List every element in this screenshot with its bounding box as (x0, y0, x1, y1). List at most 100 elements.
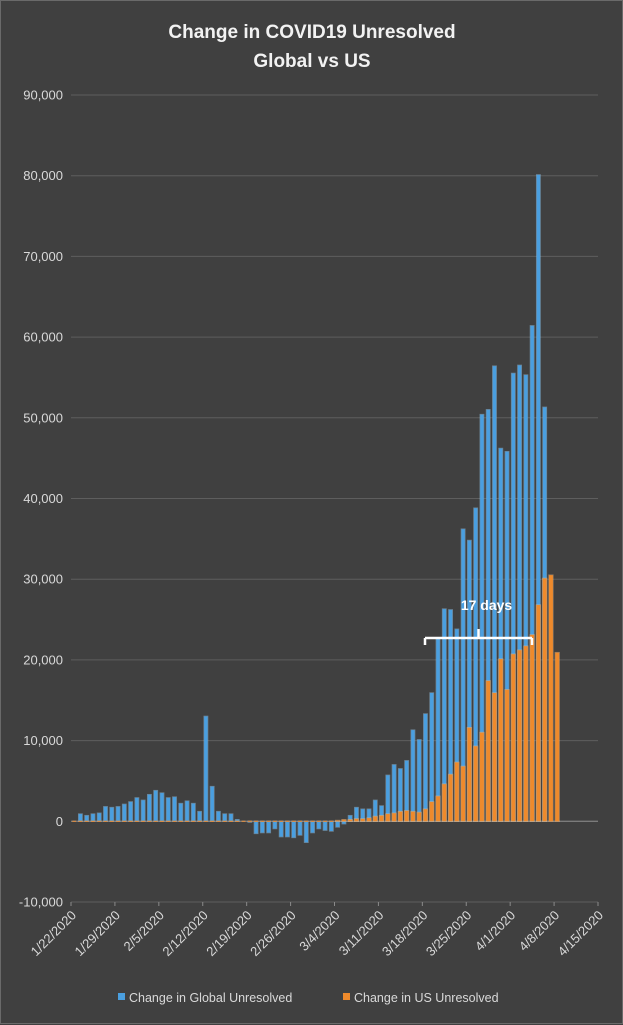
bar (511, 373, 516, 822)
x-tick-label: 3/18/2020 (379, 908, 431, 960)
x-tick-label: 4/1/2020 (472, 908, 518, 954)
y-tick-label: 70,000 (23, 249, 63, 264)
bar (461, 766, 466, 822)
bar (329, 821, 334, 831)
bar (549, 575, 553, 822)
bar (473, 508, 478, 822)
bar (335, 820, 340, 822)
bar (492, 692, 497, 822)
bar (335, 821, 340, 827)
bar (461, 529, 465, 822)
y-tick-label: 10,000 (23, 733, 63, 748)
bar (191, 803, 196, 822)
global-series (72, 174, 548, 843)
bar (348, 819, 353, 822)
bar (417, 812, 422, 822)
bar (91, 820, 95, 822)
bar (134, 820, 139, 822)
bar (304, 820, 309, 822)
bar (147, 794, 152, 822)
bar (530, 325, 534, 822)
bar (486, 680, 491, 822)
bar (517, 365, 522, 822)
bar (291, 820, 296, 822)
bar (72, 820, 77, 822)
bar (97, 813, 101, 822)
bar (204, 716, 208, 822)
bar (128, 820, 133, 822)
bar (361, 809, 365, 822)
bar (166, 797, 170, 822)
bar (197, 811, 202, 822)
bar (542, 578, 547, 822)
y-tick-label: 40,000 (23, 491, 63, 506)
bar (417, 739, 421, 822)
bar (229, 820, 233, 822)
bar (279, 821, 283, 837)
bar (310, 821, 315, 833)
bar (455, 629, 459, 822)
bar (179, 803, 183, 822)
x-tick-label: 4/15/2020 (555, 908, 607, 960)
bar (392, 764, 396, 822)
bar (555, 652, 560, 822)
bar (454, 762, 459, 822)
legend-label-global: Change in Global Unresolved (129, 991, 292, 1005)
bar (473, 746, 478, 822)
bar (185, 820, 190, 822)
bar (423, 713, 428, 822)
bar (298, 821, 302, 836)
bar (442, 609, 447, 822)
bar (498, 659, 503, 822)
bar (505, 451, 509, 822)
bar (398, 768, 403, 822)
bar (128, 801, 133, 822)
bar (279, 820, 284, 822)
bar (323, 820, 328, 822)
y-tick-label: 80,000 (23, 168, 63, 183)
y-tick-label: 60,000 (23, 330, 63, 345)
bar (367, 809, 371, 822)
bar (241, 820, 246, 822)
bar (216, 811, 221, 822)
bar (436, 638, 440, 822)
bar (404, 810, 409, 822)
bar (386, 775, 390, 822)
bar (317, 821, 321, 829)
y-tick-label: 50,000 (23, 410, 63, 425)
bar (499, 448, 503, 822)
bar (536, 605, 541, 822)
bar (304, 821, 308, 843)
bar (266, 821, 271, 833)
bar (147, 820, 152, 822)
bar (166, 820, 171, 822)
x-tick-label: 2/19/2020 (203, 908, 255, 960)
bar (153, 790, 158, 822)
bar (84, 815, 89, 822)
bar (122, 804, 127, 822)
bar (235, 819, 239, 822)
bar (480, 414, 484, 822)
bar (103, 806, 108, 822)
bar (260, 821, 265, 833)
bar (229, 814, 233, 822)
bar (235, 820, 240, 822)
bar (524, 375, 528, 822)
bar (448, 774, 453, 822)
us-series (72, 574, 560, 822)
bar (141, 800, 145, 822)
bar (523, 646, 528, 822)
bar (210, 820, 215, 822)
x-tick-label: 1/29/2020 (72, 908, 124, 960)
bar (467, 540, 472, 822)
y-axis-ticks: -10,000 0 10,000 20,000 30,000 40,000 50,000 60… (19, 88, 63, 910)
bar (135, 797, 139, 822)
bar (486, 409, 490, 822)
x-tick-label: 3/11/2020 (336, 908, 387, 959)
bar (479, 732, 484, 822)
legend-swatch-us (343, 993, 350, 1000)
bar (172, 820, 177, 822)
bar (341, 819, 346, 822)
bar (298, 820, 302, 822)
